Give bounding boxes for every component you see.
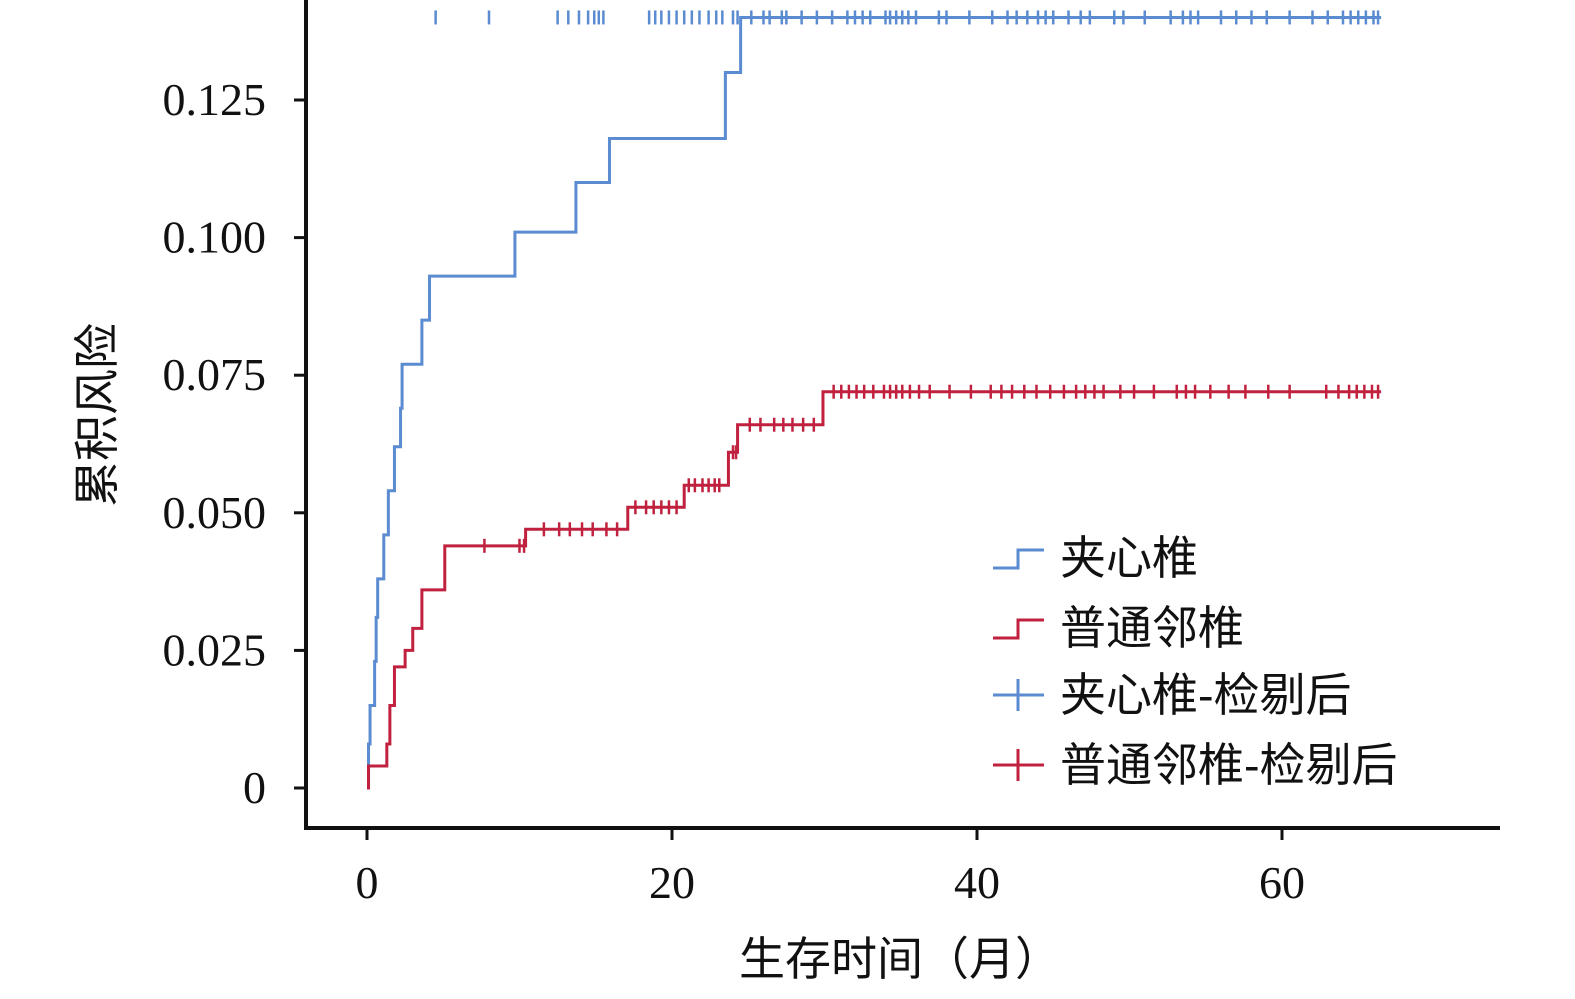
axes: 0 0.025 0.050 0.075 0.100 0.125 0 20 40 60 — [163, 0, 1500, 908]
y-tick-label: 0.075 — [163, 349, 267, 400]
series-layer — [367, 10, 1382, 790]
legend-label: 普通邻椎-检剔后 — [1060, 738, 1398, 792]
series-1 — [367, 10, 1382, 790]
x-tick-label: 0 — [356, 857, 379, 908]
x-tick-label: 20 — [649, 857, 695, 908]
legend-item-2: 普通邻椎 — [993, 601, 1244, 655]
legend-label: 夹心椎 — [1060, 531, 1198, 585]
legend-item-4: 普通邻椎-检剔后 — [993, 738, 1398, 792]
legend-item-1: 夹心椎 — [993, 531, 1198, 585]
y-tick-label: 0.050 — [163, 487, 267, 538]
y-tick-label: 0.025 — [163, 624, 267, 675]
x-axis-title: 生存时间（月） — [739, 932, 1061, 986]
y-axis-title: 累积风险 — [70, 323, 124, 507]
legend-label: 普通邻椎 — [1060, 601, 1244, 655]
x-tick-label: 40 — [954, 857, 1000, 908]
legend-item-3: 夹心椎-检剔后 — [993, 668, 1352, 722]
survival-step-line — [367, 390, 1382, 790]
y-tick-label: 0 — [243, 762, 266, 813]
legend-step-swatch — [993, 548, 1044, 570]
survival-step-line — [367, 15, 1382, 790]
legend-label: 夹心椎-检剔后 — [1060, 668, 1352, 722]
legend-step-swatch — [993, 618, 1044, 640]
y-tick-label: 0.100 — [163, 212, 267, 263]
y-tick-label: 0.125 — [163, 74, 267, 125]
x-tick-label: 60 — [1259, 857, 1305, 908]
series-2 — [367, 384, 1382, 790]
